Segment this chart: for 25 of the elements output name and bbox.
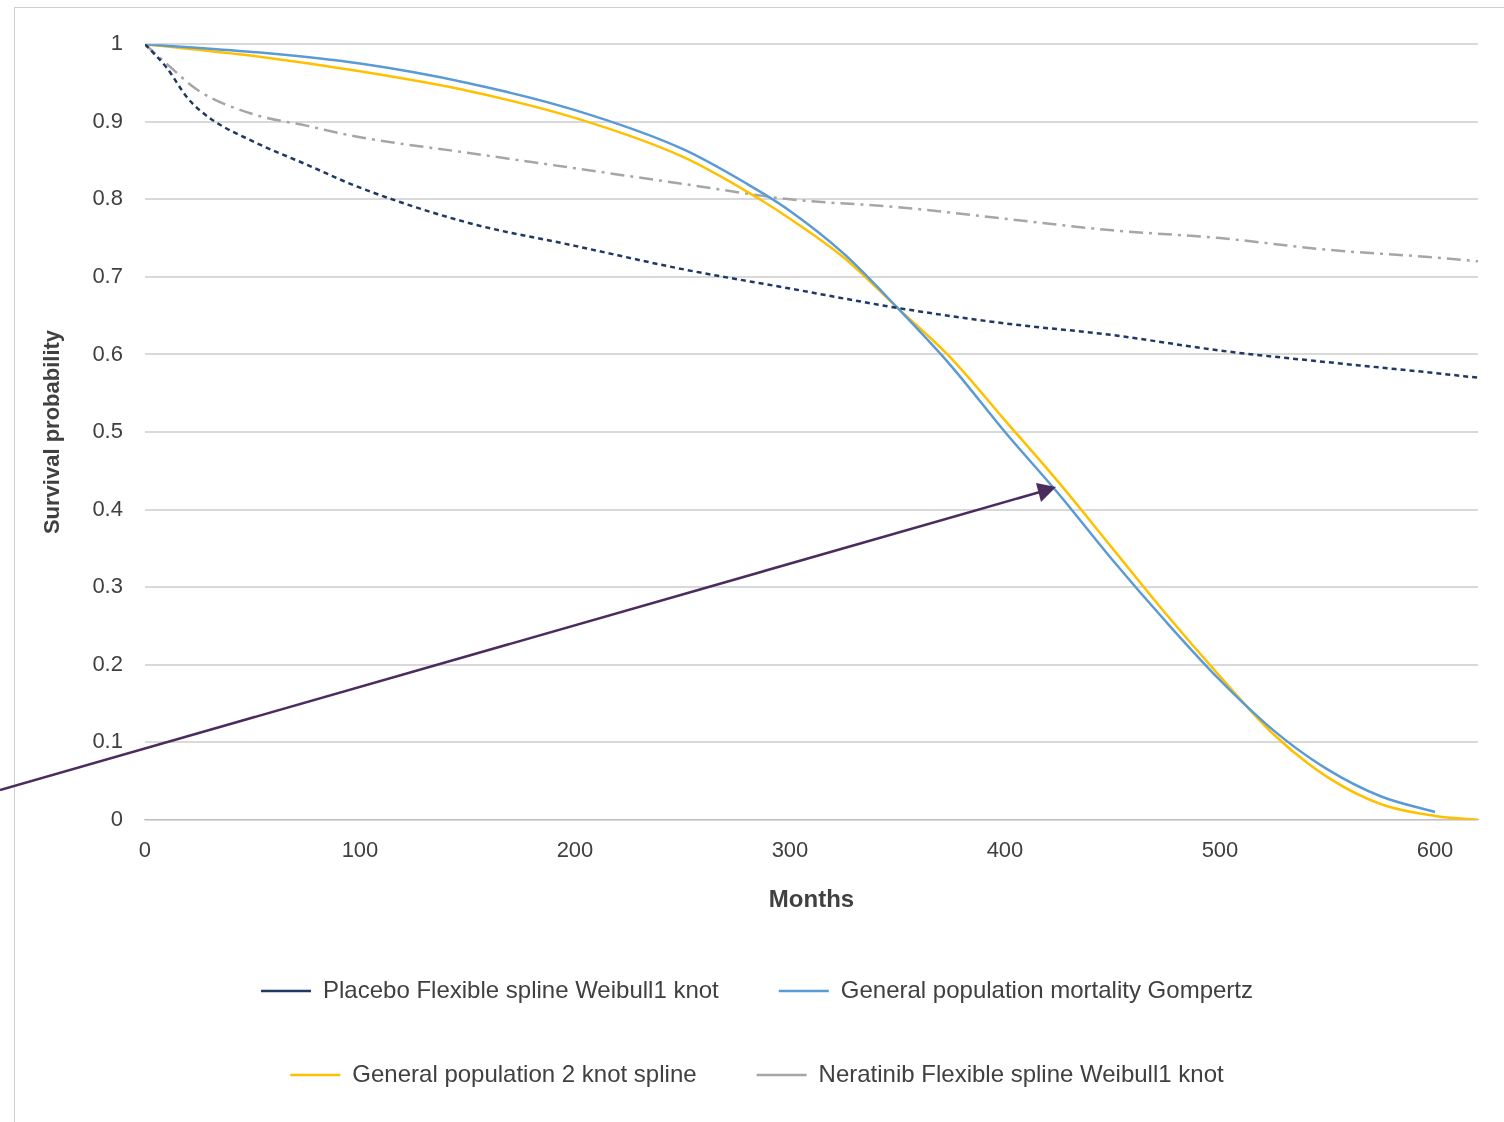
y-tick-label: 0.3 [92,573,123,599]
y-tick-label: 0.5 [92,418,123,444]
legend-label: General population mortality Gompertz [840,975,1253,1003]
x-tick-label: 100 [341,837,379,863]
x-tick-label: 600 [1416,837,1454,863]
y-tick-label: 0.4 [92,495,123,521]
y-tick-label: 0.6 [92,340,123,366]
y-axis-title: Survival probability [39,329,65,535]
x-tick-label: 300 [771,837,809,863]
line-series [144,44,1478,379]
x-axis-title: Months [768,885,855,913]
x-tick-label: 400 [986,837,1024,863]
y-tick-label: 0.8 [92,185,123,211]
x-tick-label: 200 [556,837,594,863]
legend-label: Neratinib Flexible spline Weibull1 knot [818,1059,1224,1087]
y-tick-label: 1 [110,30,123,56]
y-tick-label: 0 [110,805,123,831]
x-tick-label: 500 [1201,837,1239,863]
legend-label: General population 2 knot spline [352,1059,697,1087]
y-tick-label: 0.9 [92,107,123,133]
y-tick-label: 0.2 [92,650,123,676]
x-tick-label: 0 [138,837,152,863]
legend-label: Placebo Flexible spline Weibull1 knot [323,975,720,1003]
y-tick-label: 0.7 [92,262,123,288]
y-tick-label: 0.1 [92,728,123,754]
